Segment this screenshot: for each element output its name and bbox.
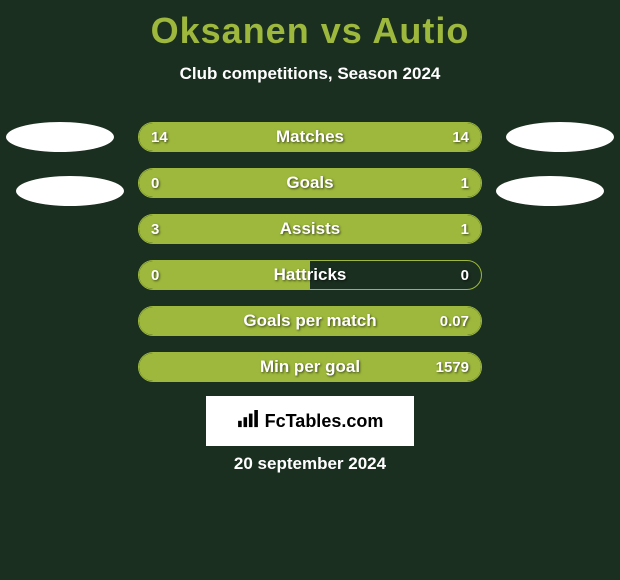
stat-label: Min per goal [139,353,481,381]
page-title: Oksanen vs Autio [0,0,620,52]
stat-value-right: 1 [461,215,469,243]
branding-text: FcTables.com [265,411,384,432]
player-left-club-placeholder [16,176,124,206]
chart-icon [237,410,259,433]
stat-row-hattricks: 0 Hattricks 0 [138,260,482,290]
page-subtitle: Club competitions, Season 2024 [0,64,620,84]
date-text: 20 september 2024 [0,454,620,474]
stats-bars: 14 Matches 14 0 Goals 1 3 Assists 1 0 Ha… [138,122,482,398]
stat-label: Assists [139,215,481,243]
stat-value-right: 1 [461,169,469,197]
stat-row-matches: 14 Matches 14 [138,122,482,152]
branding-badge: FcTables.com [206,396,414,446]
stat-label: Hattricks [139,261,481,289]
stat-row-goals: 0 Goals 1 [138,168,482,198]
stat-value-right: 0.07 [440,307,469,335]
player-left-photo-placeholder [6,122,114,152]
stat-label: Goals per match [139,307,481,335]
stat-label: Goals [139,169,481,197]
stat-row-goals-per-match: Goals per match 0.07 [138,306,482,336]
stat-value-right: 0 [461,261,469,289]
stat-label: Matches [139,123,481,151]
player-right-club-placeholder [496,176,604,206]
player-right-photo-placeholder [506,122,614,152]
stat-value-right: 14 [452,123,469,151]
stat-row-assists: 3 Assists 1 [138,214,482,244]
stat-value-right: 1579 [436,353,469,381]
stat-row-min-per-goal: Min per goal 1579 [138,352,482,382]
